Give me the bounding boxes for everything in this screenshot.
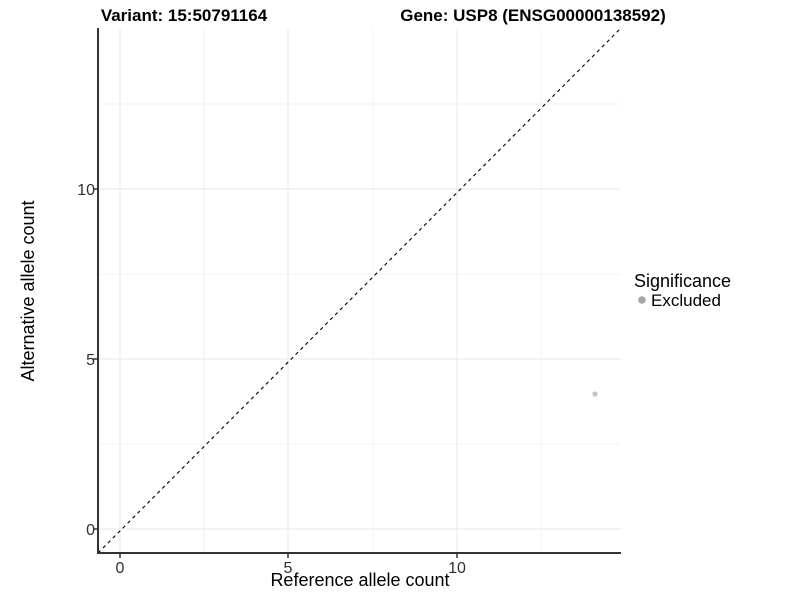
major-gridlines [98, 28, 621, 553]
legend-title: Significance [634, 271, 731, 291]
x-tick-5: 5 [284, 560, 293, 577]
y-tick-labels: 0 5 10 [77, 182, 95, 539]
tick-marks [93, 188, 458, 558]
x-tick-10: 10 [448, 560, 466, 577]
legend-key-dot-icon [638, 296, 646, 304]
x-tick-labels: 0 5 10 [116, 560, 466, 577]
y-tick-10: 10 [77, 182, 95, 199]
y-tick-0: 0 [86, 522, 95, 539]
y-tick-5: 5 [86, 352, 95, 369]
title-variant: Variant: 15:50791164 [101, 6, 268, 25]
x-tick-0: 0 [116, 560, 125, 577]
title-gene: Gene: USP8 (ENSG00000138592) [400, 6, 666, 25]
x-axis-title: Reference allele count [270, 570, 449, 590]
legend-entry-excluded: Excluded [651, 291, 721, 310]
y-axis-title: Alternative allele count [18, 200, 38, 381]
identity-reference-line [97, 27, 622, 554]
axis-lines [97, 28, 621, 554]
data-point-excluded [592, 391, 598, 397]
legend: Significance Excluded [634, 271, 731, 310]
minor-gridlines [98, 28, 621, 553]
